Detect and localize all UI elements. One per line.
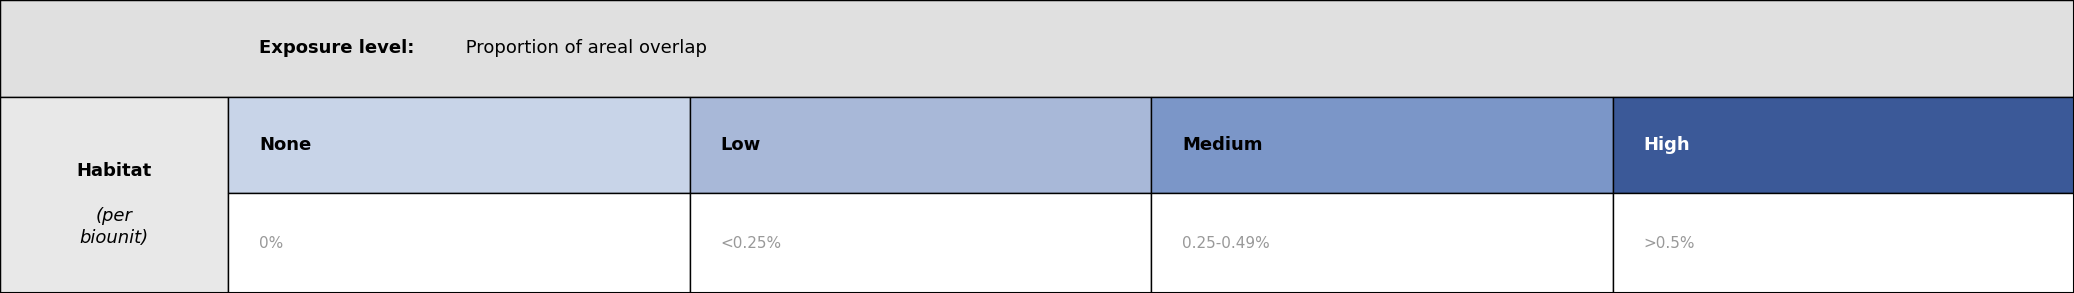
FancyBboxPatch shape — [228, 193, 689, 293]
FancyBboxPatch shape — [1611, 97, 2074, 193]
Text: (per
biounit): (per biounit) — [79, 207, 149, 247]
Text: Habitat: Habitat — [77, 162, 151, 180]
Text: <0.25%: <0.25% — [722, 236, 782, 251]
Text: >0.5%: >0.5% — [1643, 236, 1694, 251]
Text: None: None — [259, 136, 311, 154]
FancyBboxPatch shape — [1151, 193, 1614, 293]
Text: Exposure level:: Exposure level: — [259, 39, 415, 57]
Text: High: High — [1643, 136, 1690, 154]
FancyBboxPatch shape — [0, 0, 2074, 97]
FancyBboxPatch shape — [689, 193, 1151, 293]
Text: Medium: Medium — [1182, 136, 1263, 154]
FancyBboxPatch shape — [689, 97, 1151, 193]
FancyBboxPatch shape — [228, 97, 689, 193]
Text: 0%: 0% — [259, 236, 284, 251]
FancyBboxPatch shape — [1611, 193, 2074, 293]
Text: Low: Low — [722, 136, 761, 154]
Text: Proportion of areal overlap: Proportion of areal overlap — [460, 39, 707, 57]
FancyBboxPatch shape — [1151, 97, 1614, 193]
FancyBboxPatch shape — [0, 97, 228, 293]
Text: 0.25-0.49%: 0.25-0.49% — [1182, 236, 1269, 251]
